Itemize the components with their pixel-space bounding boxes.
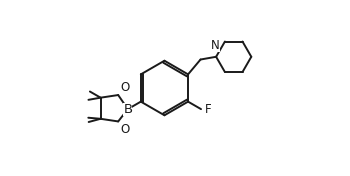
Text: B: B (123, 103, 132, 116)
Text: O: O (120, 123, 130, 136)
Text: N: N (211, 39, 219, 52)
Text: O: O (120, 81, 130, 94)
Text: F: F (205, 103, 211, 116)
